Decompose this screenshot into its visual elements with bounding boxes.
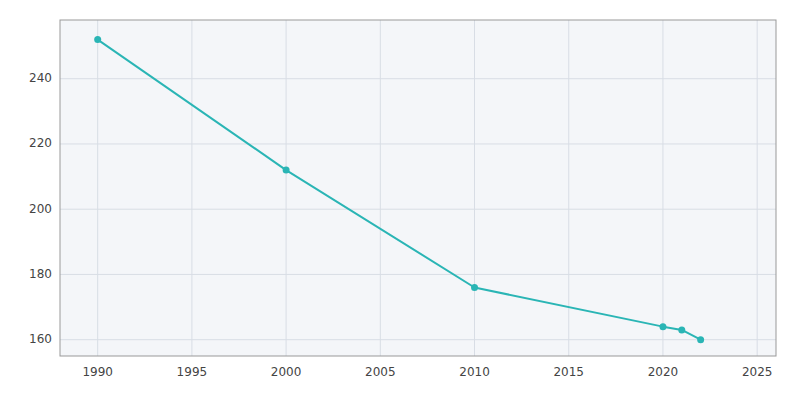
grid-line-y [60,274,776,275]
point [659,323,666,330]
axes: 160 180 200 220 240 1990 1995 2000 2005 2010 2015 2… [29,71,772,379]
y-tick-label: 240 [29,71,52,85]
chart: 160 180 200 220 240 1990 1995 2000 2005 2010 2015 2… [0,0,800,400]
point [697,336,704,343]
x-tick-label: 1995 [177,365,208,379]
plot-background [60,20,776,356]
grid-line-y [60,209,776,210]
grid-line-x [662,20,663,356]
x-tick-label: 1990 [82,365,113,379]
series [94,36,704,343]
line [98,40,701,340]
x-tick-label: 2015 [553,365,584,379]
x-tick-label: 2000 [271,365,302,379]
y-tick-label: 200 [29,202,52,216]
grid-line-x [97,20,98,356]
x-tick-label: 2010 [459,365,490,379]
grid [60,20,776,356]
point [678,326,685,333]
grid-line-x [568,20,569,356]
grid-line-y [60,143,776,144]
point [94,36,101,43]
y-tick-label: 160 [29,332,52,346]
plot-frame [60,20,776,356]
point [471,284,478,291]
x-tick-label: 2020 [648,365,679,379]
x-tick-label: 2005 [365,365,396,379]
chart-container: 160 180 200 220 240 1990 1995 2000 2005 2010 2015 2… [0,0,800,400]
grid-line-x [474,20,475,356]
point [283,167,290,174]
grid-line-x [757,20,758,356]
x-tick-label: 2025 [742,365,773,379]
grid-line-x [380,20,381,356]
y-tick-label: 180 [29,267,52,281]
grid-line-y [60,78,776,79]
grid-line-x [191,20,192,356]
y-tick-label: 220 [29,136,52,150]
grid-line-y [60,339,776,340]
grid-line-x [286,20,287,356]
